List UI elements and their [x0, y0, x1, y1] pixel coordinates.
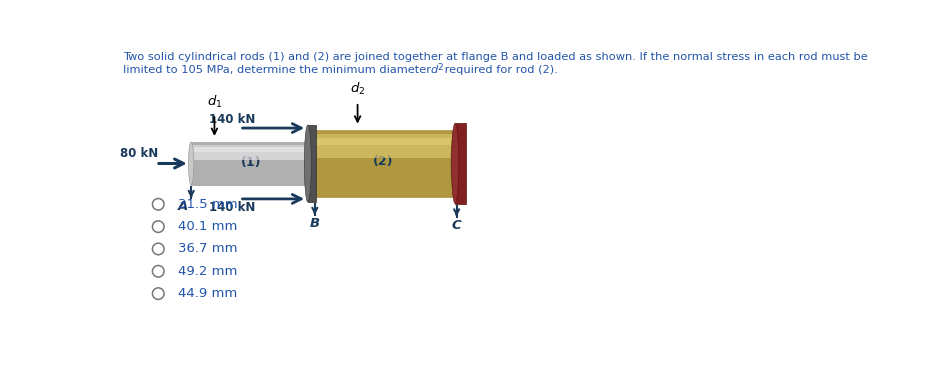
Text: 140 kN: 140 kN	[209, 201, 255, 214]
Text: required for rod (2).: required for rod (2).	[440, 65, 558, 75]
Text: $d_2$: $d_2$	[350, 81, 365, 97]
Polygon shape	[455, 123, 466, 204]
Text: 2: 2	[437, 63, 442, 72]
Polygon shape	[191, 147, 312, 160]
Text: limited to 105 MPa, determine the minimum diameter: limited to 105 MPa, determine the minimu…	[123, 65, 435, 75]
Text: 31.5 mm: 31.5 mm	[178, 198, 237, 211]
Polygon shape	[312, 134, 455, 145]
Ellipse shape	[309, 142, 314, 185]
Text: 44.9 mm: 44.9 mm	[178, 287, 237, 300]
Ellipse shape	[451, 123, 459, 204]
Text: B: B	[310, 217, 320, 230]
Polygon shape	[312, 130, 455, 197]
Polygon shape	[191, 144, 312, 152]
Ellipse shape	[307, 130, 316, 197]
Ellipse shape	[304, 125, 312, 202]
Polygon shape	[191, 142, 312, 185]
Text: d: d	[431, 65, 438, 75]
Text: C: C	[451, 219, 462, 232]
Text: A: A	[179, 200, 189, 214]
Text: 49.2 mm: 49.2 mm	[178, 265, 237, 278]
Text: 40.1 mm: 40.1 mm	[178, 220, 237, 233]
Text: (1): (1)	[241, 156, 262, 169]
Polygon shape	[312, 138, 455, 158]
Ellipse shape	[307, 130, 316, 197]
Text: $d_1$: $d_1$	[206, 94, 222, 110]
Text: Two solid cylindrical rods (1) and (2) are joined together at flange B and loade: Two solid cylindrical rods (1) and (2) a…	[123, 52, 869, 62]
Polygon shape	[308, 125, 315, 202]
Text: 80 kN: 80 kN	[119, 147, 158, 160]
Text: 140 kN: 140 kN	[209, 113, 255, 126]
Ellipse shape	[189, 142, 194, 185]
Text: 36.7 mm: 36.7 mm	[178, 242, 237, 255]
Text: (2): (2)	[373, 156, 394, 168]
Ellipse shape	[450, 130, 460, 197]
